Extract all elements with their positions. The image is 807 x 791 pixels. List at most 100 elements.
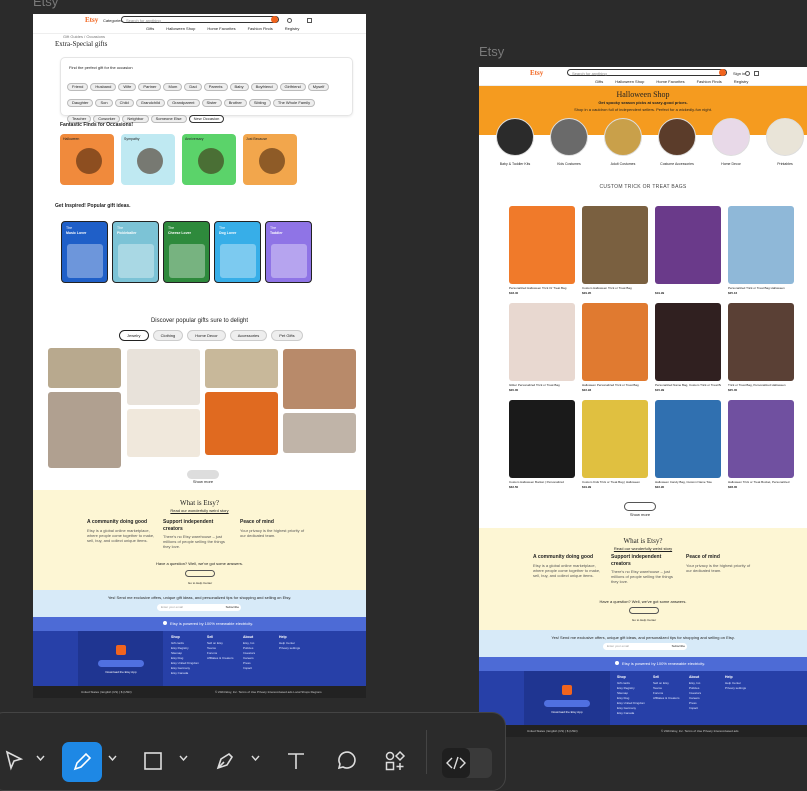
occasion-chip[interactable]: Sibling <box>248 99 271 107</box>
halloween-shop-artboard[interactable]: Etsy Search for anything Sign in Gifts H… <box>479 67 807 725</box>
chevron-down-icon[interactable] <box>249 752 261 764</box>
occasion-chip[interactable]: Teacher <box>67 115 92 123</box>
subscribe-button[interactable]: Subscribe <box>671 644 685 648</box>
footer-link[interactable]: Etsy blog <box>171 656 184 660</box>
footer-link[interactable]: Sitemap <box>171 651 183 655</box>
download-app-button[interactable]: Download the Etsy App <box>98 660 144 674</box>
footer-link[interactable]: Press <box>689 701 697 705</box>
footer-link[interactable]: Investors <box>243 651 256 655</box>
locale-settings[interactable]: United States | English (US) | $ (USD) <box>527 729 578 733</box>
product-card[interactable]: Halloween Candy Bag, Custom Name Tote $22… <box>655 400 721 492</box>
footer-link[interactable]: Investors <box>689 691 702 695</box>
occasion-chip[interactable]: Wife <box>118 83 137 91</box>
gift-guide-artboard[interactable]: Etsy Categories Search for anything Gift… <box>33 14 366 698</box>
footer-link[interactable]: Etsy United Kingdom <box>171 661 200 665</box>
footer-link[interactable]: Careers <box>243 656 254 660</box>
occasion-chip[interactable]: Grandparent <box>167 99 200 107</box>
footer-link[interactable]: Privacy settings <box>279 646 301 650</box>
jewelry-image[interactable] <box>205 349 278 388</box>
product-card[interactable]: Personalized Halloween Trick Or Treat Ba… <box>509 206 575 298</box>
trait-card[interactable]: Anniversary <box>182 134 236 185</box>
nav-registry[interactable]: Registry <box>284 26 300 31</box>
newsletter-email-input[interactable]: Enter your email Subscribe <box>603 643 687 650</box>
occasion-chip[interactable]: Grandchild <box>135 99 166 107</box>
footer-link[interactable]: Press <box>243 661 251 665</box>
discover-tab[interactable]: Jewelry <box>119 330 149 341</box>
jewelry-image[interactable] <box>283 349 356 409</box>
gift-idea-card[interactable]: The Music Lover <box>61 221 108 283</box>
nav-home-favorites[interactable]: Home Favorites <box>656 79 685 84</box>
footer-link[interactable]: Sell on Etsy <box>207 641 223 645</box>
footer-link[interactable]: Etsy Registry <box>171 646 189 650</box>
footer-link[interactable]: Policies <box>689 686 700 690</box>
occasion-chip[interactable]: Mom <box>163 83 183 91</box>
text-tool[interactable] <box>283 748 309 774</box>
cart-icon[interactable] <box>754 71 759 76</box>
pen-tool[interactable] <box>212 748 238 774</box>
product-card[interactable]: $19.99 <box>655 206 721 298</box>
product-card[interactable]: Personalized Trick or Treat Bag Hallowee… <box>728 206 794 298</box>
product-card[interactable]: Custom Halloween Trick or Treat Bag $29.9… <box>582 206 648 298</box>
occasion-chip[interactable]: Boyfriend <box>250 83 278 91</box>
jewelry-image[interactable] <box>283 413 356 453</box>
chevron-down-icon[interactable] <box>106 752 118 764</box>
cart-icon[interactable] <box>307 18 312 23</box>
jewelry-image[interactable] <box>48 392 121 468</box>
etsy-logo[interactable]: Etsy <box>85 16 99 24</box>
footer-link[interactable]: Help Center <box>279 641 296 645</box>
locale-settings[interactable]: United States | English (US) | $ (USD) <box>81 690 132 694</box>
trait-card[interactable]: Sympathy <box>121 134 175 185</box>
product-card[interactable]: Halloween Trick or Treat Bucket, Persona… <box>728 400 794 492</box>
breadcrumb[interactable]: Gift Guides / Occasions <box>63 34 106 39</box>
newsletter-email-input[interactable]: Enter your email Subscribe <box>157 604 241 611</box>
occasion-chip[interactable]: New Occasion <box>188 115 225 123</box>
nav-halloween[interactable]: Halloween Shop <box>166 26 196 31</box>
footer-link[interactable]: Forums <box>653 691 664 695</box>
footer-link[interactable]: Teams <box>207 646 216 650</box>
help-center-button[interactable]: Go to Help Center <box>629 607 659 622</box>
occasion-chip[interactable]: Brother <box>223 99 247 107</box>
footer-link[interactable]: Careers <box>689 696 700 700</box>
nav-gifts[interactable]: Gifts <box>595 79 604 84</box>
sign-in-link[interactable]: Sign in <box>733 71 746 76</box>
gift-idea-card[interactable]: The Toddler <box>265 221 312 283</box>
product-card[interactable]: Glitter Personalized Trick or Treat Bag $… <box>509 303 575 395</box>
footer-link[interactable]: Etsy Germany <box>617 706 637 710</box>
subscribe-button[interactable]: Subscribe <box>225 605 239 609</box>
account-icon[interactable] <box>287 18 292 23</box>
search-icon[interactable] <box>271 16 278 23</box>
favorites-icon[interactable] <box>745 71 750 76</box>
occasion-chip[interactable]: Daughter <box>67 99 94 107</box>
occasion-chip[interactable]: Coworker <box>93 115 121 123</box>
chevron-down-icon[interactable] <box>177 752 189 764</box>
occasion-chip[interactable]: Son <box>95 99 113 107</box>
category-circle[interactable] <box>604 118 642 156</box>
what-is-subtitle[interactable]: Read our wonderfully weird story <box>170 508 229 513</box>
comment-tool[interactable] <box>333 748 359 774</box>
legal-links[interactable]: © 2024 Etsy, Inc. Terms of Use Privacy I… <box>215 690 322 694</box>
occasion-chip[interactable]: Someone Else <box>150 115 187 123</box>
product-card[interactable]: Custom Halloween Bucket | Personalized $3… <box>509 400 575 492</box>
footer-link[interactable]: Forums <box>207 651 218 655</box>
gift-idea-card[interactable]: The Dog Lover <box>214 221 261 283</box>
occasion-chip[interactable]: Baby <box>229 83 249 91</box>
footer-link[interactable]: Gift cards <box>171 641 184 645</box>
code-view-toggle[interactable] <box>442 748 492 778</box>
search-input[interactable]: Search for anything <box>567 69 727 76</box>
footer-link[interactable]: Etsy blog <box>617 696 630 700</box>
occasion-chip[interactable]: Sister <box>201 99 222 107</box>
category-circle[interactable] <box>550 118 588 156</box>
discover-tab[interactable]: Accessories <box>229 330 268 341</box>
discover-tab[interactable]: Pet Gifts <box>271 330 303 341</box>
footer-link[interactable]: Etsy Canada <box>171 671 189 675</box>
category-circle[interactable] <box>712 118 750 156</box>
nav-home-favorites[interactable]: Home Favorites <box>207 26 236 31</box>
search-input[interactable]: Search for anything <box>121 16 279 23</box>
jewelry-image[interactable] <box>127 409 200 457</box>
footer-link[interactable]: Teams <box>653 686 662 690</box>
product-card[interactable]: Halloween Personalized Trick or Treat Ba… <box>582 303 648 395</box>
discover-tab[interactable]: Home Decor <box>187 330 226 341</box>
footer-link[interactable]: Impact <box>689 706 699 710</box>
nav-fashion[interactable]: Fashion Finds <box>247 26 273 31</box>
occasion-chip[interactable]: Partner <box>138 83 162 91</box>
